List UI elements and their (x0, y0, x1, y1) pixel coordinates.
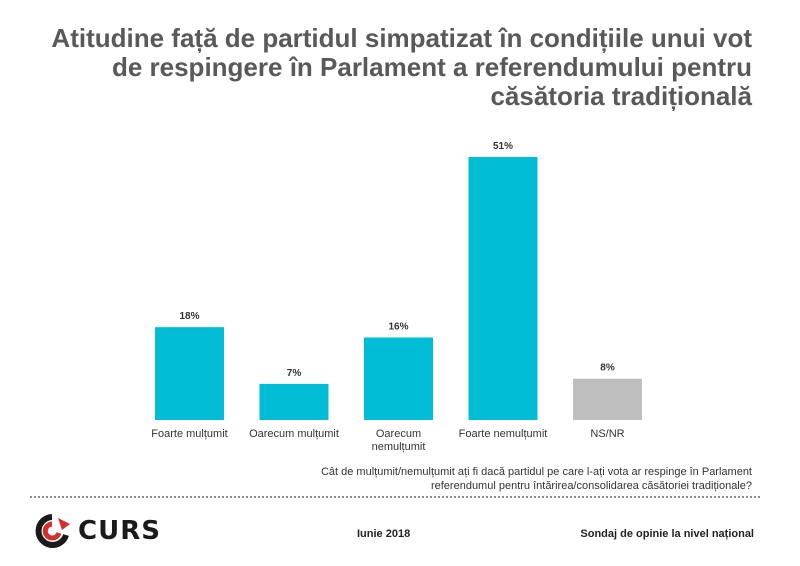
chart-title-line-1: Atitudine față de partidul simpatizat în… (51, 23, 752, 53)
data-label-4: 8% (600, 363, 615, 374)
category-label-4-0: NS/NR (590, 428, 624, 440)
data-label-3: 51% (493, 141, 513, 152)
bar-4 (573, 378, 642, 420)
category-label-2-1: nemulțumit (372, 441, 426, 453)
survey-question: Cât de mulțumit/nemulțumit ați fi dacă p… (192, 465, 752, 493)
survey-question-line-1: Cât de mulțumit/nemulțumit ați fi dacă p… (320, 466, 752, 478)
category-label-2-0: Oarecum (376, 428, 421, 440)
curs-logo: CURS (32, 514, 161, 548)
curs-logo-icon (35, 514, 70, 548)
chart-title-line-2: de respingere în Parlament a referendumu… (111, 52, 752, 82)
bar-chart: 18% Foarte mulțumit 7% Oarecum mulțumit 16% O… (151, 141, 642, 453)
bar-2 (364, 337, 433, 420)
dotted-divider (30, 496, 760, 498)
data-label-0: 18% (179, 311, 199, 322)
category-label-1-0: Oarecum mulțumit (249, 428, 339, 440)
category-label-3-0: Foarte nemulțumit (459, 428, 548, 440)
chart-title: Atitudine față de partidul simpatizat în… (12, 24, 752, 111)
category-label-0-0: Foarte mulțumit (151, 428, 227, 440)
survey-description: Sondaj de opinie la nivel național (580, 528, 754, 540)
bar-1 (259, 383, 329, 420)
survey-date: Iunie 2018 (357, 528, 411, 540)
chart-title-line-3: căsătoria tradițională (490, 81, 752, 111)
logo-text: CURS (78, 516, 161, 546)
data-label-2: 16% (388, 321, 408, 332)
bar-3 (468, 157, 538, 420)
bar-0 (155, 327, 224, 420)
survey-question-line-2: referendumul pentru întărirea/consolidar… (430, 480, 752, 492)
data-label-1: 7% (287, 368, 302, 379)
